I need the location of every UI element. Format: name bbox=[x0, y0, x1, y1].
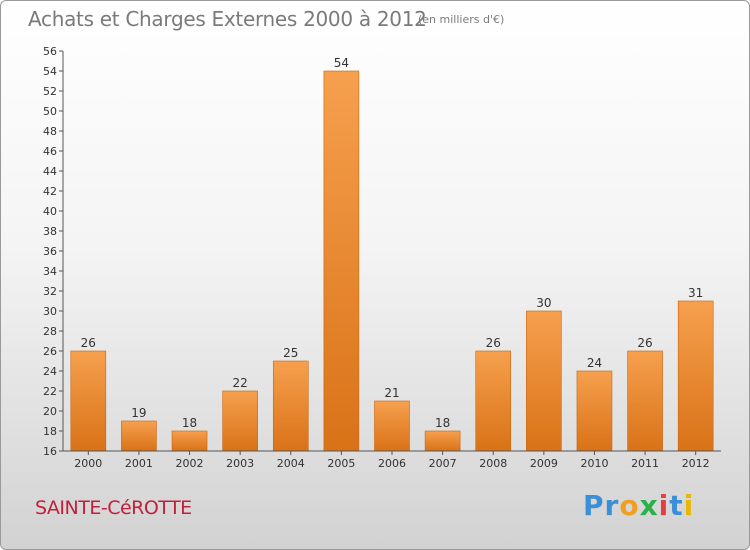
x-tick-label: 2007 bbox=[429, 457, 457, 470]
x-tick-label: 2004 bbox=[277, 457, 305, 470]
proxiti-logo[interactable]: Proxiti bbox=[583, 489, 694, 522]
y-tick-label: 52 bbox=[43, 85, 57, 98]
y-tick-label: 26 bbox=[43, 345, 57, 358]
y-tick-label: 34 bbox=[43, 265, 57, 278]
logo-letter: i bbox=[683, 489, 695, 522]
data-label-2011: 26 bbox=[637, 336, 652, 350]
bar-2000 bbox=[70, 350, 107, 452]
logo-letter: x bbox=[639, 489, 659, 522]
data-label-2000: 26 bbox=[81, 336, 96, 350]
data-label-2001: 19 bbox=[131, 406, 146, 420]
x-tick-label: 2001 bbox=[125, 457, 153, 470]
data-label-2009: 30 bbox=[536, 296, 551, 310]
y-tick-label: 44 bbox=[43, 165, 57, 178]
y-tick-label: 50 bbox=[43, 105, 57, 118]
y-tick-label: 20 bbox=[43, 405, 57, 418]
x-tick-label: 2002 bbox=[176, 457, 204, 470]
bar-2005 bbox=[323, 70, 360, 452]
y-tick-label: 38 bbox=[43, 225, 57, 238]
data-label-2002: 18 bbox=[182, 416, 197, 430]
data-label-2007: 18 bbox=[435, 416, 450, 430]
bar-2011 bbox=[627, 350, 663, 452]
bar-2002 bbox=[171, 430, 208, 452]
commune-name: SAINTE-CéROTTE bbox=[35, 497, 192, 519]
y-tick-label: 18 bbox=[43, 425, 57, 438]
data-label-2005: 54 bbox=[334, 56, 349, 70]
chart-unit: (en milliers d'€) bbox=[418, 13, 505, 26]
logo-letter: o bbox=[619, 489, 640, 522]
y-tick-label: 24 bbox=[43, 365, 57, 378]
bar-2001 bbox=[121, 420, 157, 452]
bar-2004 bbox=[272, 360, 309, 452]
data-label-2010: 24 bbox=[587, 356, 602, 370]
x-tick-label: 2011 bbox=[631, 457, 659, 470]
bar-2012 bbox=[677, 300, 714, 452]
logo-letter: i bbox=[658, 489, 670, 522]
data-label-2008: 26 bbox=[486, 336, 501, 350]
x-tick-label: 2003 bbox=[226, 457, 254, 470]
logo-letter: t bbox=[669, 489, 684, 522]
bars: 26 19 18 22 25 54 21 18 26 30 24 26 31 bbox=[70, 56, 714, 452]
y-tick-label: 46 bbox=[43, 145, 57, 158]
data-label-2003: 22 bbox=[233, 376, 248, 390]
x-tick-label: 2010 bbox=[580, 457, 608, 470]
x-tick-label: 2005 bbox=[327, 457, 355, 470]
x-tick-label: 2006 bbox=[378, 457, 406, 470]
bar-2010 bbox=[576, 370, 613, 452]
y-tick-label: 30 bbox=[43, 305, 57, 318]
bar-2006 bbox=[374, 400, 410, 452]
y-axis: 16 18 20 22 24 26 28 30 32 34 36 38 40 42 44 46 48 50 52 54… bbox=[43, 45, 64, 458]
data-label-2004: 25 bbox=[283, 346, 298, 360]
x-tick-label: 2008 bbox=[479, 457, 507, 470]
logo-letter: P bbox=[583, 489, 605, 522]
bar-2008 bbox=[475, 350, 512, 452]
bar-2009 bbox=[526, 310, 562, 452]
logo-letter: r bbox=[604, 489, 620, 522]
y-tick-label: 40 bbox=[43, 205, 57, 218]
chart-title: Achats et Charges Externes 2000 à 2012 bbox=[28, 7, 427, 31]
x-axis: 2000 2001 2002 2003 2004 2005 2006 2007 2008 2009… bbox=[63, 450, 721, 470]
y-tick-label: 32 bbox=[43, 285, 57, 298]
y-tick-label: 16 bbox=[43, 445, 57, 458]
y-tick-label: 42 bbox=[43, 185, 57, 198]
x-tick-label: 2012 bbox=[682, 457, 710, 470]
y-tick-label: 36 bbox=[43, 245, 57, 258]
y-tick-label: 54 bbox=[43, 65, 57, 78]
y-tick-label: 22 bbox=[43, 385, 57, 398]
y-tick-label: 48 bbox=[43, 125, 57, 138]
y-tick-label: 28 bbox=[43, 325, 57, 338]
y-tick-label: 56 bbox=[43, 45, 57, 58]
data-label-2012: 31 bbox=[688, 286, 703, 300]
bar-2007 bbox=[424, 430, 461, 452]
x-tick-label: 2000 bbox=[74, 457, 102, 470]
x-tick-label: 2009 bbox=[530, 457, 558, 470]
data-label-2006: 21 bbox=[384, 386, 399, 400]
bar-2003 bbox=[222, 390, 258, 452]
